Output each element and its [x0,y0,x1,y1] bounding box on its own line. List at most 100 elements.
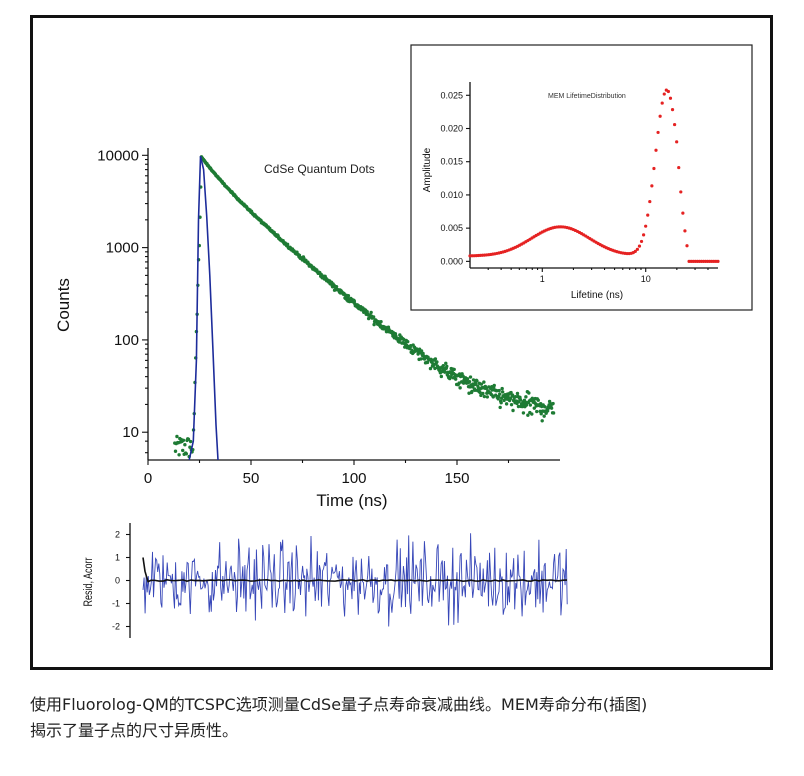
decay-point [186,437,191,442]
decay-point [485,395,490,399]
decay-point [526,413,530,417]
resid-tick-label-neg2: -2 [112,622,120,632]
decay-point [419,349,424,353]
decay-point [481,391,485,396]
decay-y-tick-labels: 10 100 1000 10000 [97,147,139,441]
decay-point [467,379,472,384]
mem-point [716,259,720,263]
residual-plot: 2 1 0 -1 -2 Resid, Acorr [82,523,568,638]
decay-point [183,443,187,447]
mem-point [652,166,656,171]
decay-point [444,361,448,365]
resid-y-tick-labels: 2 1 0 -1 -2 [112,530,120,632]
residual-line [142,533,568,627]
decay-point [419,357,423,361]
mem-point [648,199,652,204]
mem-point [633,249,637,254]
inset-ticks [466,94,709,272]
decay-plot: 0 50 100 150 10 100 1000 10000 Time (ns)… [54,147,560,510]
decay-point [431,363,436,368]
decay-point [516,404,521,409]
mem-point [642,233,646,237]
decay-point [376,320,381,324]
decay-point [532,406,536,410]
decay-point [492,383,496,388]
decay-point [542,414,546,418]
decay-point [482,394,487,399]
decay-point [453,377,458,381]
inset-y-tick-010: 0.010 [440,190,463,200]
mem-point [644,224,648,228]
inset-title: MEM LifetimeDistribution [548,93,626,100]
inset-y-axis-title: Amplitude [422,147,433,192]
decay-point [470,389,474,394]
figure-frame [30,15,773,670]
resid-tick-label-2: 2 [115,530,120,540]
x-tick-label-50: 50 [243,470,260,487]
mem-point [662,92,666,96]
decay-point [425,360,430,365]
inset-y-tick-005: 0.005 [440,223,463,233]
decay-point [479,382,484,386]
decay-point [471,378,476,382]
decay-point [433,366,437,371]
decay-x-axis-title: Time (ns) [316,491,387,510]
inset-y-tick-015: 0.015 [440,157,463,167]
inset-x-axis-title: Lifetine (ns) [571,290,623,301]
decay-y-axis-title: Counts [54,278,73,332]
decay-point [445,364,449,369]
decay-point [181,438,186,442]
decay-title-annotation: CdSe Quantum Dots [264,162,375,176]
mem-point [679,190,683,194]
mem-point [675,140,679,144]
inset-y-tick-labels: 0.000 0.005 0.010 0.015 0.020 0.025 [440,90,463,266]
irf-line [188,155,219,461]
decay-point [528,403,533,407]
decay-point [498,405,502,410]
decay-points [173,155,556,459]
inset-y-tick-0: 0.000 [440,256,463,266]
caption-line-2: 揭示了量子点的尺寸异质性。 [30,721,239,740]
mem-point [656,130,660,135]
decay-point [527,391,531,395]
y-tick-label-100: 100 [114,332,139,349]
y-tick-label-1000: 1000 [106,240,139,257]
decay-point [540,419,544,423]
decay-point [509,390,513,395]
mem-point [646,213,650,217]
inset-frame [410,44,753,311]
mem-point [635,247,640,251]
decay-point [475,379,479,383]
resid-tick-label-1: 1 [115,553,120,563]
decay-point [511,408,515,413]
resid-tick-label-0: 0 [115,576,120,586]
decay-point [482,380,486,384]
mem-point [654,148,658,152]
y-tick-label-10: 10 [122,424,139,441]
decay-x-tick-labels: 0 50 100 150 [144,470,470,487]
decay-point [549,406,554,410]
resid-ticks [126,533,130,628]
figure-caption: 使用Fluorolog-QM的TCSPC选项测量CdSe量子点寿命衰减曲线。ME… [30,692,780,744]
decay-point [506,394,510,399]
decay-point [379,319,383,324]
mem-points [468,88,720,263]
decay-point [495,389,499,393]
decay-point [188,445,192,449]
decay-point [443,370,447,374]
x-tick-label-150: 150 [444,470,469,487]
decay-point [184,452,189,456]
mem-point [685,244,689,248]
decay-point [542,405,547,409]
decay-point [177,453,181,457]
decay-point [468,375,473,379]
inset-x-tick-labels: 1 10 [540,274,651,284]
decay-point [474,382,478,386]
decay-ticks [142,154,510,465]
decay-point [530,412,534,416]
mem-inset: 0.000 0.005 0.010 0.015 0.020 0.025 1 10… [410,44,753,311]
decay-point [371,315,376,319]
decay-point [551,401,555,406]
decay-point [510,393,515,397]
mem-point [658,114,662,118]
